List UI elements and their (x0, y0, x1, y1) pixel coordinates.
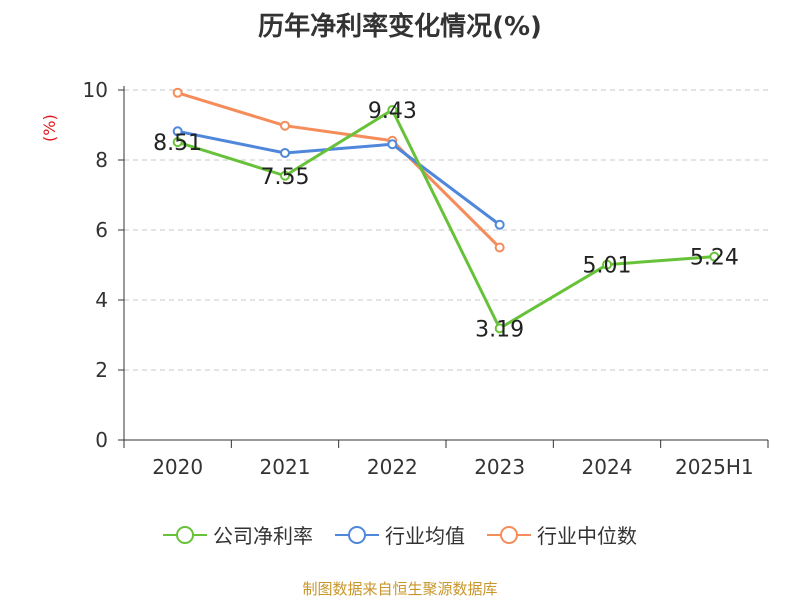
source-footer: 制图数据来自恒生聚源数据库 (302, 580, 498, 598)
legend-item-industry-median[interactable]: 行业中位数 (487, 520, 637, 549)
legend-label: 行业均值 (385, 524, 465, 548)
legend-line-marker-icon (487, 525, 531, 544)
data-point (387, 139, 398, 150)
legend-line-marker-icon (335, 525, 379, 544)
data-label: 7.55 (261, 165, 310, 190)
legend: 公司净利率 行业均值 行业中位数 (0, 520, 800, 549)
legend-item-industry-mean[interactable]: 行业均值 (335, 520, 465, 549)
data-point (280, 170, 290, 181)
data-point (172, 137, 183, 148)
data-point (172, 126, 183, 137)
data-label: 8.51 (153, 131, 202, 156)
data-point (602, 259, 612, 270)
x-tick-label: 2020 (152, 455, 203, 479)
legend-label: 公司净利率 (213, 524, 313, 548)
legend-item-company[interactable]: 公司净利率 (163, 520, 313, 549)
y-tick-label: 0 (95, 428, 108, 452)
data-point (280, 120, 290, 131)
data-point (494, 219, 505, 230)
x-tick-label: 2024 (582, 455, 633, 479)
data-point (387, 104, 398, 115)
data-label: 5.24 (690, 246, 739, 271)
data-point (280, 148, 290, 158)
x-tick-label: 2021 (260, 455, 311, 479)
series-line (177, 108, 715, 330)
data-point (709, 251, 720, 262)
legend-line-marker-icon (163, 525, 207, 544)
data-point (494, 242, 505, 253)
x-tick-label: 2025H1 (675, 455, 754, 479)
y-tick-label: 6 (95, 218, 108, 242)
x-tick-label: 2023 (474, 455, 525, 479)
x-tick-label: 2022 (367, 455, 418, 479)
y-tick-label: 8 (95, 148, 108, 172)
y-tick-label: 10 (83, 78, 108, 102)
y-tick-label: 4 (95, 288, 108, 312)
legend-label: 行业中位数 (537, 524, 637, 548)
chart-title: 历年净利率变化情况(%) (258, 12, 542, 42)
data-label: 9.43 (368, 99, 417, 124)
y-tick-label: 2 (95, 358, 108, 382)
data-point (494, 323, 505, 334)
series-line (177, 129, 501, 226)
data-point (172, 87, 183, 98)
data-label: 5.01 (583, 254, 632, 279)
data-label: 3.19 (475, 317, 524, 342)
series-line (177, 91, 501, 249)
